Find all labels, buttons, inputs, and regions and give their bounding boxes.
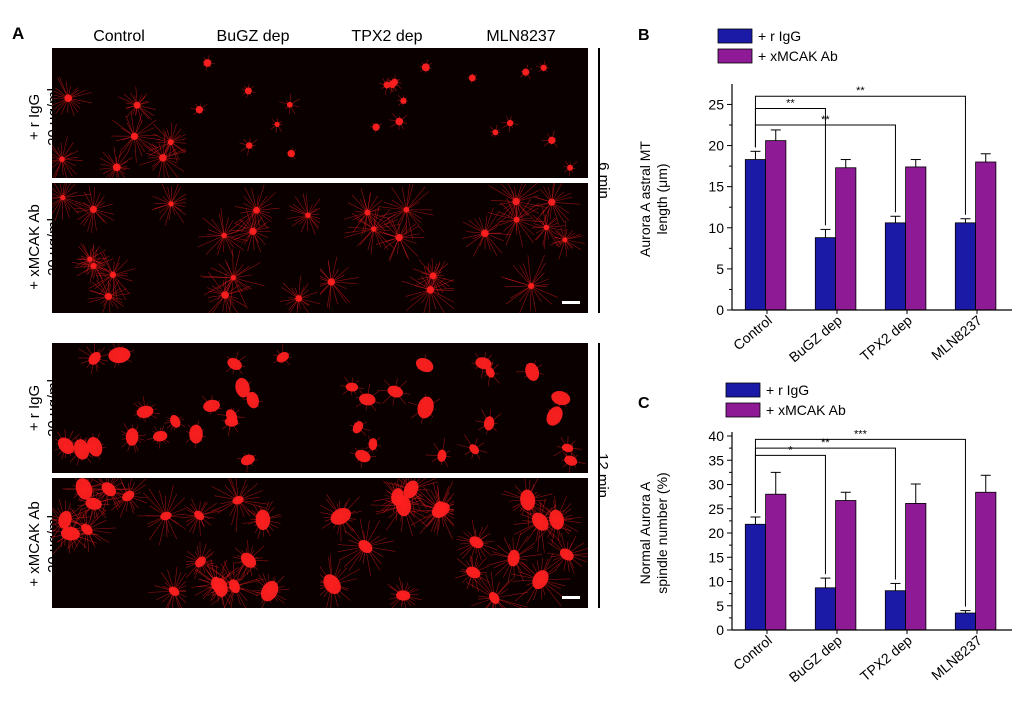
bar-2-4 [975,491,997,631]
x-tick-label: BuGZ dep [786,312,845,365]
micrograph-r4-c3 [320,478,454,608]
x-tick-label: Control [730,632,775,673]
legend-label-2: + xMCAK Ab [766,402,846,418]
micrograph-r4-c1 [52,478,186,608]
legend-label-2: + xMCAK Ab [758,48,838,64]
bar-2-4 [975,161,997,311]
bar-1-2 [814,237,837,311]
x-tick-label: BuGZ dep [786,632,845,685]
significance-label: ** [821,114,830,126]
significance-label: ** [786,98,795,110]
column-header-mln8237: MLN8237 [486,28,556,45]
micrograph-r2-c1 [52,183,186,313]
x-tick-label: TPX2 dep [857,312,915,364]
x-tick-label: MLN8237 [928,312,985,363]
bar-1-4 [954,612,976,631]
y-tick-label: 10 [708,574,724,590]
scale-bar [562,301,580,304]
bar-1-1 [744,523,767,631]
bar-1-4 [954,222,976,311]
legend-swatch-2 [725,402,761,418]
chart-b: B 0 5 10 15 20 25 Control BuGZ dep TPX2 dep MLN823… [637,27,1012,365]
y-tick-label: 20 [708,138,724,154]
bar-2-2 [835,167,857,311]
significance-bracket [754,95,966,215]
legend-label-1: + r IgG [758,28,801,44]
column-header-bugz: BuGZ dep [216,28,290,45]
scale-bar [562,596,580,599]
legend-swatch-2 [717,48,753,64]
bar-2-2 [835,500,857,631]
micrograph-r2-c3 [320,183,454,313]
bar-2-1 [765,493,787,631]
micrograph-r3-c4 [454,343,588,473]
y-axis-label: Aurora A astral MTlength (μm) [637,141,670,257]
micrograph-r3-c3 [320,343,454,473]
bar-2-1 [765,140,787,311]
significance-label: ** [821,437,830,449]
row-label-3-line1: + r IgG [26,384,43,432]
y-tick-label: 5 [716,598,724,614]
micrograph-r1-c2 [186,48,320,178]
micrograph-r1-c1 [52,48,186,178]
y-tick-label: 40 [708,428,724,444]
micrograph-r3-c1 [52,343,186,473]
micrograph-r3-c2 [186,343,320,473]
row-label-2-line1: + xMCAK Ab [26,204,43,290]
y-tick-label: 0 [716,302,724,318]
legend-swatch-1 [725,382,761,398]
chart-c: C 0 5 10 15 20 25 30 35 40 Control BuGZ dep TPX2 dep… [637,382,1012,685]
x-tick-label: MLN8237 [928,632,985,683]
significance-label: * [788,444,793,456]
micrograph-r4-c2 [186,478,320,608]
x-tick-label: Control [730,312,775,353]
bar-1-2 [814,587,837,631]
bar-1-3 [884,222,906,311]
micrograph-r2-c2 [186,183,320,313]
bar-2-3 [905,503,927,631]
time-label-12min: 12 min [594,452,612,499]
bar-2-3 [905,166,927,311]
micrograph-r2-c4 [454,183,588,313]
panel-letter: C [638,395,650,412]
y-tick-label: 30 [708,477,724,493]
y-tick-label: 5 [716,261,724,277]
y-tick-label: 15 [708,549,724,565]
column-header-tpx2: TPX2 dep [351,28,423,45]
significance-label: ** [856,85,865,97]
y-tick-label: 0 [716,622,724,638]
panel-letter: B [638,27,650,44]
column-header-control: Control [93,28,145,45]
y-tick-label: 20 [708,525,724,541]
y-tick-label: 10 [708,220,724,236]
time-bracket-12min [598,343,600,608]
significance-label: *** [854,428,868,440]
row-label-1-line1: + r IgG [26,93,43,141]
time-label-6min: 6 min [594,162,612,199]
significance-bracket [754,438,966,607]
x-tick-label: TPX2 dep [857,632,915,684]
bar-1-1 [744,159,767,311]
row-label-4-line1: + xMCAK Ab [26,501,43,587]
micrograph-r1-c4 [454,48,588,178]
y-axis-label: Normal Aurora Aspindle number (%) [637,472,670,593]
y-tick-label: 35 [708,452,724,468]
panel-a-letter: A [12,24,25,43]
legend-swatch-1 [717,28,753,44]
micrograph-r4-c4 [454,478,588,608]
y-tick-label: 25 [708,501,724,517]
y-tick-label: 15 [708,179,724,195]
time-bracket-6min [598,48,600,313]
legend-label-1: + r IgG [766,382,809,398]
micrograph-r1-c3 [320,48,454,178]
bar-1-3 [884,590,906,631]
y-tick-label: 25 [708,96,724,112]
